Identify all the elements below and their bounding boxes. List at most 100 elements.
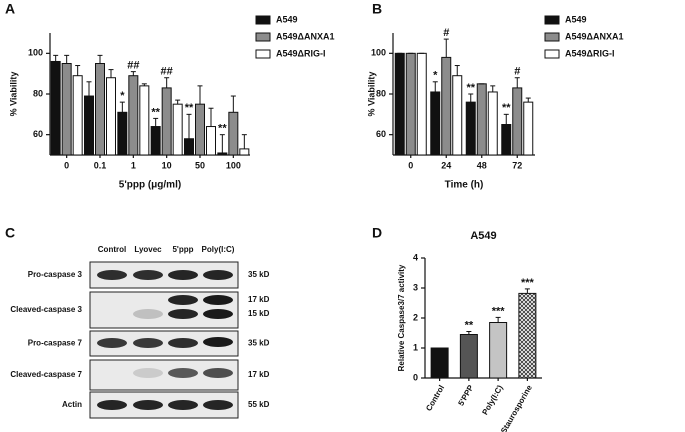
blot-band xyxy=(203,309,233,319)
significance: # xyxy=(514,66,520,78)
x-tick-label: 50 xyxy=(195,160,205,170)
column-header: Poly(I:C) xyxy=(202,245,235,254)
legend-label: A549 xyxy=(276,14,298,24)
x-tick-label: 72 xyxy=(512,160,522,170)
column-header: 5'ppp xyxy=(172,245,193,254)
x-tick-label: Staurosporine xyxy=(499,383,534,432)
bar xyxy=(518,292,537,379)
bar xyxy=(487,91,498,156)
size-label: 15 kD xyxy=(248,309,270,318)
size-label: 35 kD xyxy=(248,270,270,279)
legend-swatch xyxy=(255,15,271,25)
bar xyxy=(465,101,476,156)
blot-band xyxy=(97,270,127,280)
x-tick-label: 0 xyxy=(408,160,413,170)
bar xyxy=(72,75,83,156)
x-tick-label: Poly(I:C) xyxy=(480,383,504,416)
legend-label: A549ΔANXA1 xyxy=(276,31,335,41)
panel-letter: A xyxy=(5,1,15,17)
blot-band xyxy=(97,400,127,410)
y-tick-label: 3 xyxy=(413,282,418,292)
bar xyxy=(430,91,441,156)
blot-band xyxy=(133,368,163,378)
bar xyxy=(217,152,228,156)
significance: * xyxy=(433,70,438,82)
x-tick-label: 48 xyxy=(477,160,487,170)
x-tick-label: Control xyxy=(424,384,446,413)
legend-swatch xyxy=(544,15,560,25)
bar xyxy=(84,95,94,156)
bar xyxy=(512,87,523,156)
x-axis-title: Time (h) xyxy=(445,180,484,191)
bar xyxy=(394,52,405,156)
bar xyxy=(150,126,161,156)
legend-swatch xyxy=(544,49,560,59)
x-tick-label: 24 xyxy=(441,160,451,170)
blot-band xyxy=(203,337,233,347)
row-label: Actin xyxy=(62,400,82,409)
legend-label: A549 xyxy=(565,14,587,24)
y-tick-label: 1 xyxy=(413,342,418,352)
y-tick-label: 100 xyxy=(28,48,43,58)
blot-band xyxy=(203,368,233,378)
blot-band xyxy=(168,368,198,378)
size-label: 55 kD xyxy=(248,400,270,409)
blot-band xyxy=(168,270,198,280)
chart-title: A549 xyxy=(470,230,496,242)
significance: ## xyxy=(127,60,139,72)
y-tick-label: 60 xyxy=(376,129,386,139)
column-header: Control xyxy=(98,245,126,254)
bar xyxy=(95,63,105,156)
significance: *** xyxy=(521,277,535,289)
x-axis-title: 5'ppp (μg/ml) xyxy=(119,180,181,191)
bar xyxy=(416,52,427,156)
blot-band xyxy=(97,338,127,348)
y-axis-title: % Viability xyxy=(8,72,18,117)
blot-band xyxy=(203,270,233,280)
y-tick-label: 80 xyxy=(376,88,386,98)
significance: ** xyxy=(465,319,474,331)
significance: ** xyxy=(466,82,475,94)
x-tick-label: 5'PPP xyxy=(456,383,475,407)
size-label: 35 kD xyxy=(248,339,270,348)
legend-swatch xyxy=(255,49,271,59)
bar xyxy=(161,87,172,156)
bar xyxy=(195,103,205,156)
blot-band xyxy=(168,338,198,348)
y-tick-label: 80 xyxy=(33,88,43,98)
bar xyxy=(106,77,116,156)
legend-label: A549ΔANXA1 xyxy=(565,31,624,41)
blot-band xyxy=(203,400,233,410)
size-label: 17 kD xyxy=(248,370,270,379)
y-tick-label: 4 xyxy=(413,252,418,262)
legend-swatch xyxy=(255,32,271,42)
blot-band xyxy=(133,309,163,319)
row-label: Cleaved-caspase 3 xyxy=(10,305,82,314)
significance: ** xyxy=(185,102,194,114)
bar xyxy=(441,56,452,156)
significance: ** xyxy=(151,106,160,118)
legend-swatch xyxy=(544,32,560,42)
x-tick-label: 0.1 xyxy=(94,160,107,170)
bar xyxy=(476,83,487,156)
y-tick-label: 100 xyxy=(371,48,386,58)
bar xyxy=(452,75,463,156)
bar xyxy=(523,101,534,156)
bar xyxy=(50,60,61,156)
blot-band xyxy=(133,338,163,348)
panel-letter: D xyxy=(372,225,382,241)
bar xyxy=(239,148,250,156)
bar xyxy=(172,103,183,156)
y-axis-title: Relative Caspase3/7 activity xyxy=(397,264,406,371)
bar xyxy=(489,322,508,379)
blot-band xyxy=(168,295,198,305)
significance: *** xyxy=(492,305,506,317)
blot-band xyxy=(168,400,198,410)
bar xyxy=(206,126,216,156)
bar xyxy=(405,52,416,156)
bar xyxy=(117,111,128,156)
blot-band xyxy=(133,400,163,410)
y-tick-label: 0 xyxy=(413,372,418,382)
blot-band xyxy=(133,270,163,280)
